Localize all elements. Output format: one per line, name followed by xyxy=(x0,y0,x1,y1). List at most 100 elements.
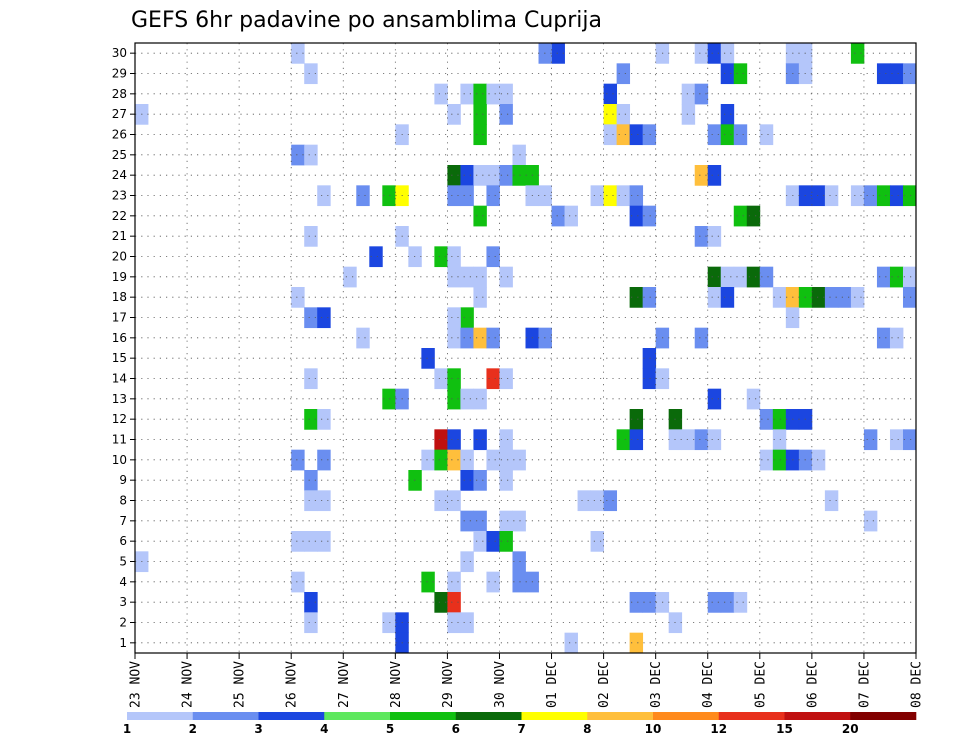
colorbar-swatch xyxy=(324,712,391,720)
heatmap-cell xyxy=(902,63,917,85)
heatmap-cell xyxy=(746,266,761,288)
heatmap-cell xyxy=(473,429,487,451)
heatmap-cell xyxy=(850,43,865,64)
colorbar-label: 6 xyxy=(452,722,460,736)
heatmap-cell xyxy=(642,368,657,390)
heatmap-cell xyxy=(473,287,487,308)
heatmap-cell xyxy=(460,551,474,573)
heatmap-cell xyxy=(707,165,722,186)
heatmap-cell xyxy=(447,185,461,207)
x-tick-label: 08 DEC xyxy=(910,661,925,708)
heatmap-cell xyxy=(447,612,461,634)
heatmap-cell xyxy=(629,185,644,207)
heatmap-cell xyxy=(759,124,774,146)
heatmap-cell xyxy=(291,531,305,552)
heatmap-cell xyxy=(772,449,787,471)
heatmap-cell xyxy=(824,287,839,308)
heatmap-cell xyxy=(447,368,461,390)
heatmap-cell xyxy=(863,429,878,451)
heatmap-cell xyxy=(473,83,487,105)
heatmap-cell xyxy=(434,592,448,613)
heatmap-cell xyxy=(746,388,761,410)
colorbar-label: 5 xyxy=(386,722,394,736)
heatmap-cell xyxy=(616,429,631,451)
heatmap-cell xyxy=(486,571,500,593)
heatmap-cell xyxy=(629,592,644,613)
heatmap-cell xyxy=(811,287,826,308)
x-tick-label: 07 DEC xyxy=(857,661,872,708)
heatmap-cell xyxy=(486,327,500,349)
heatmap-cell xyxy=(421,348,435,369)
heatmap-cell xyxy=(707,43,722,64)
heatmap-cell xyxy=(720,104,735,125)
heatmap-cell xyxy=(317,449,331,471)
x-tick-label: 27 NOV xyxy=(337,661,352,708)
heatmap-cell xyxy=(889,429,904,451)
y-tick-label: 12 xyxy=(112,412,127,426)
heatmap-cell xyxy=(707,266,722,288)
heatmap-cell xyxy=(499,429,513,451)
heatmap-cell xyxy=(460,165,474,186)
heatmap-cell xyxy=(304,226,318,247)
y-tick-label: 7 xyxy=(119,514,127,528)
colorbar-label: 4 xyxy=(320,722,328,736)
x-tick-label: 01 DEC xyxy=(545,661,560,708)
heatmap-cell xyxy=(460,470,474,491)
heatmap-cell xyxy=(616,63,631,85)
heatmap-cell xyxy=(707,429,722,451)
y-tick-label: 19 xyxy=(112,270,127,284)
x-tick-label: 04 DEC xyxy=(701,661,716,708)
heatmap-cell xyxy=(473,124,487,146)
y-tick-label: 17 xyxy=(112,311,127,325)
heatmap-cell xyxy=(434,490,448,512)
colorbar-label: 8 xyxy=(583,722,591,736)
heatmap-cell xyxy=(473,104,487,125)
heatmap-cell xyxy=(447,429,461,451)
heatmap-cell xyxy=(889,266,904,288)
heatmap-cell xyxy=(486,531,500,552)
heatmap-cell xyxy=(694,83,709,105)
heatmap-cell xyxy=(902,429,917,451)
heatmap-cell xyxy=(720,63,735,85)
heatmap-cell xyxy=(304,592,318,613)
heatmap-cell xyxy=(876,327,891,349)
heatmap-cell xyxy=(304,490,318,512)
heatmap-cell xyxy=(356,185,370,207)
heatmap-cell xyxy=(772,429,787,451)
heatmap-cell xyxy=(577,490,591,512)
y-tick-label: 27 xyxy=(112,107,127,121)
colorbar-swatch xyxy=(521,712,588,720)
heatmap-cell xyxy=(343,266,357,288)
heatmap-cell xyxy=(720,266,735,288)
colorbar-swatch xyxy=(718,712,785,720)
heatmap-cell xyxy=(642,348,657,369)
heatmap-cell xyxy=(876,63,891,85)
heatmap-cell xyxy=(642,124,657,146)
heatmap-cell xyxy=(512,571,526,593)
heatmap-cell xyxy=(733,266,748,288)
y-tick-label: 21 xyxy=(112,229,127,243)
heatmap-cell xyxy=(733,592,748,613)
heatmap-cell xyxy=(590,185,604,207)
heatmap-cell xyxy=(694,226,709,247)
y-tick-label: 6 xyxy=(119,534,127,548)
heatmap-cell xyxy=(447,266,461,288)
heatmap-cell xyxy=(759,449,774,471)
heatmap-cell xyxy=(512,165,526,186)
colorbar-label: 3 xyxy=(254,722,262,736)
heatmap-cell xyxy=(759,266,774,288)
heatmap-cell xyxy=(434,83,448,105)
heatmap-cell xyxy=(291,287,305,308)
colorbar-swatch xyxy=(850,712,917,720)
heatmap-cell xyxy=(486,83,500,105)
y-tick-label: 11 xyxy=(112,433,127,447)
heatmap-cell xyxy=(304,612,318,634)
heatmap-cell xyxy=(629,287,644,308)
x-axis-ticks: 23 NOV 24 NOV 25 NOV 26 NOV 27 NOV 28 NOV 29 N… xyxy=(129,653,925,708)
heatmap-cell xyxy=(499,165,513,186)
y-tick-label: 22 xyxy=(112,209,127,223)
heatmap-cell xyxy=(499,104,513,125)
heatmap-cell xyxy=(460,612,474,634)
heatmap-cell xyxy=(317,409,331,430)
heatmap-cell xyxy=(720,592,735,613)
